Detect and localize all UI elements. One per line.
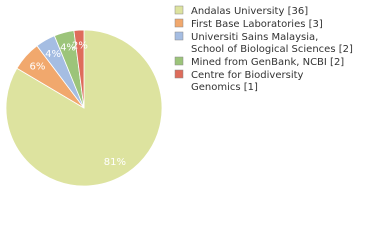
legend-swatch [174,18,184,28]
legend-label: Universiti Sains Malaysia, School of Biol… [191,32,353,55]
legend-label: Centre for Biodiversity Genomics [1] [191,70,304,93]
legend-swatch [174,31,184,41]
legend-line: Andalas University [36] [191,6,308,17]
legend-swatch [174,5,184,15]
legend-line: Universiti Sains Malaysia, [191,32,318,43]
slice-label: 4% [60,43,76,54]
legend-line: Genomics [1] [191,82,258,93]
legend-line: School of Biological Sciences [2] [191,44,353,55]
legend-label: Andalas University [36] [191,6,308,17]
pie-slice [73,29,85,109]
slice-label: 6% [30,61,46,72]
legend-label: Mined from GenBank, NCBI [2] [191,57,344,68]
slice-label: 2% [72,41,88,52]
legend-line: Centre for Biodiversity [191,70,304,81]
legend-label: First Base Laboratories [3] [191,19,323,30]
legend-swatch [174,69,184,79]
legend-line: Mined from GenBank, NCBI [2] [191,57,344,68]
legend-swatch [174,56,184,66]
slice-label: 81% [104,157,126,168]
legend-line: First Base Laboratories [3] [191,19,323,30]
slice-label: 4% [45,49,61,60]
